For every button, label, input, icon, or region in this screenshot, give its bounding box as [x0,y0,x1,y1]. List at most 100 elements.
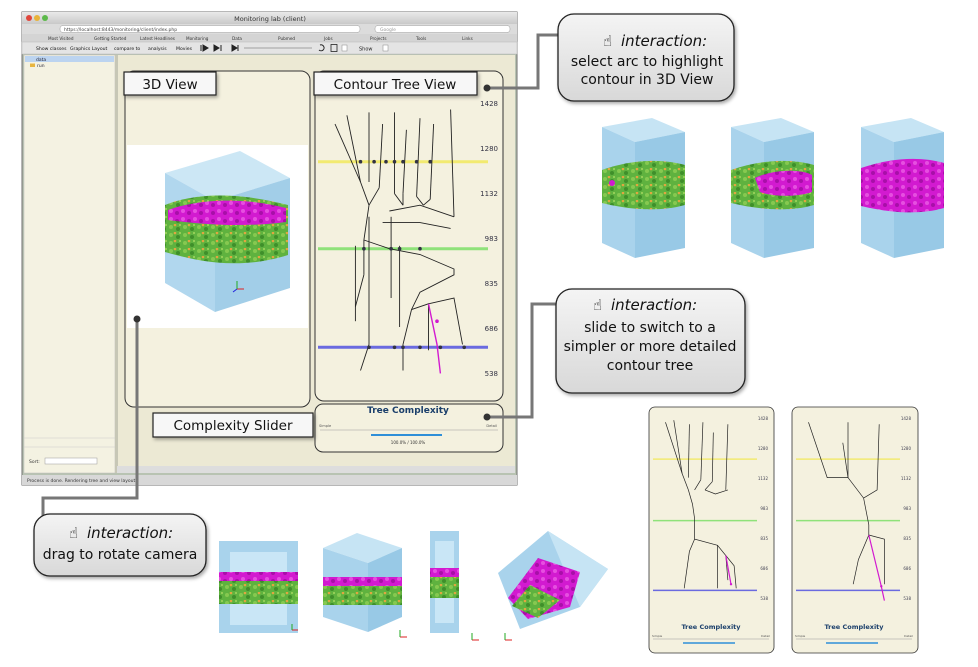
tree-node[interactable] [401,345,405,350]
tree-item-run[interactable]: run [37,63,45,69]
step-icon[interactable] [231,44,239,52]
tree-arc[interactable] [725,555,737,589]
bookmark-item[interactable]: Monitoring [186,36,209,41]
simplified-tree-panel-1: 1428 1280 1132 983 835 686 538 Tree Complexity S… [648,406,775,654]
tree-arc[interactable] [681,473,689,491]
tree-node[interactable] [462,345,467,350]
tree-arc[interactable] [450,109,455,217]
tree-arc[interactable] [354,274,365,307]
tree-node[interactable] [362,246,366,251]
tree-arc[interactable] [700,422,704,480]
tree-node[interactable] [880,585,883,588]
tree-arc[interactable] [842,442,849,478]
horizontal-scrollbar[interactable] [117,466,515,473]
tree-node[interactable] [414,159,419,164]
play-icon[interactable] [213,44,222,52]
tree-arc[interactable] [808,422,870,585]
tree-item-data[interactable]: data [36,57,46,63]
bookmark-item[interactable]: Tools [415,36,426,41]
search-input[interactable] [374,25,511,33]
highlighted-arc[interactable] [725,555,732,585]
tree-node[interactable] [729,583,733,586]
tree-arc[interactable] [360,181,370,206]
save-icon[interactable] [330,44,338,52]
contour-tree[interactable] [318,109,488,374]
tree-arc[interactable] [382,222,451,229]
show-checkbox[interactable] [341,44,348,52]
contour-tree-panel[interactable] [314,70,504,402]
tree-arc[interactable] [334,123,361,183]
bookmark-item[interactable]: Pubmed [278,36,295,41]
tree-node[interactable] [384,159,388,164]
tree-arc[interactable] [673,420,683,474]
sort-input[interactable] [44,457,98,465]
tree-arc[interactable] [389,204,455,218]
tree-node[interactable] [397,246,402,251]
tree-arc[interactable] [363,205,370,241]
tree-arc[interactable] [711,432,714,482]
refresh-icon[interactable] [318,44,325,52]
tree-node[interactable] [358,159,363,164]
tree-arc[interactable] [704,489,728,495]
tree-arc[interactable] [346,115,361,183]
bookmark-item[interactable]: Projects [370,36,387,41]
tree-node[interactable] [401,159,405,164]
tree-node[interactable] [428,159,433,164]
bookmark-item[interactable]: Getting Started [94,36,127,41]
tree-arc[interactable] [416,196,424,206]
tree-arc[interactable] [378,123,384,188]
main-cube[interactable] [165,151,290,312]
tree-node[interactable] [435,319,439,324]
tree-arc[interactable] [683,538,695,589]
tree-arc[interactable] [694,479,702,491]
bookmark-item[interactable]: Latest Headlines [140,36,175,41]
connector-arc [487,33,568,90]
tree-arc[interactable] [423,199,431,206]
tree-node[interactable] [372,159,376,164]
tree-arc[interactable] [688,424,690,478]
tree-arc[interactable] [725,424,729,490]
tree-node[interactable] [367,345,371,350]
tree-arc[interactable] [665,422,683,474]
option-checkbox[interactable] [382,44,389,52]
tree-arc[interactable] [868,534,885,585]
bookmark-item[interactable]: Data [232,36,242,41]
highlight-cube-1 [602,118,685,258]
tree-item-selected[interactable] [25,56,114,62]
tab-2[interactable]: compare to [114,46,140,52]
axis-label: 1428 [480,100,498,108]
zoom-icon[interactable] [42,15,48,21]
close-icon[interactable] [26,15,32,21]
bookmark-item[interactable]: Links [462,36,473,41]
tree-arc[interactable] [416,118,421,197]
tree-arc[interactable] [704,481,713,491]
small-tree-title: Tree Complexity [824,623,884,631]
minimize-icon[interactable] [34,15,40,21]
tab-1[interactable]: Graphics Layout [70,46,108,52]
tab-3[interactable]: analysis [148,46,167,52]
tree-node[interactable] [389,246,393,251]
small-axis-label: 686 [760,566,768,571]
tree-node[interactable] [392,345,397,350]
status-text: Process is done. Rendering tree and view… [27,478,135,484]
skip-back-icon[interactable] [200,44,209,52]
bookmark-item[interactable]: Jobs [323,36,333,41]
callout-slide [555,288,746,394]
tree-node[interactable] [392,159,397,164]
small-axis-label: 983 [760,506,768,511]
url-field[interactable] [59,25,361,33]
tree-node[interactable] [438,345,443,350]
splitter[interactable] [115,55,118,473]
tree-arc[interactable] [863,424,880,499]
highlighted-arc[interactable] [427,303,442,374]
bookmark-item[interactable]: Most Visited [48,36,74,41]
tree-arc[interactable] [360,216,370,371]
tree-arc[interactable] [394,193,404,206]
tree-arc[interactable] [428,297,463,345]
tree-node[interactable] [418,345,422,350]
tree-arc[interactable] [368,187,380,206]
tab-4[interactable]: Movies [176,46,193,52]
tree-node[interactable] [418,246,422,251]
tab-0[interactable]: Show classes [36,46,67,52]
